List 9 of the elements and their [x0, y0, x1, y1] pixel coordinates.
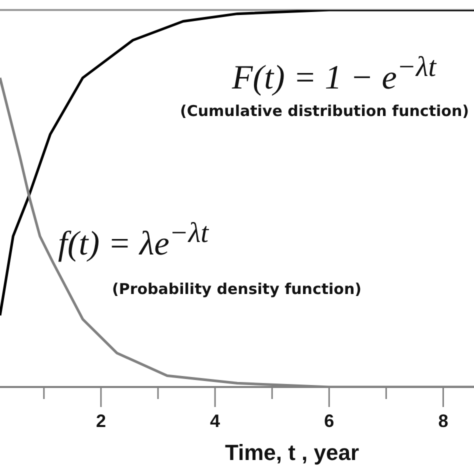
annotation: (Cumulative distribution function)	[180, 102, 470, 120]
annotation: f(t) = λe$^{−λt}$	[58, 218, 210, 264]
x-tick-label: 4	[210, 411, 220, 431]
x-tick-label: 6	[324, 411, 334, 431]
x-tick-label: 8	[438, 411, 448, 431]
annotation: F(t) = 1 − e$^{−λt}$	[232, 52, 438, 98]
x-axis-title: Time, t , year	[224, 440, 360, 466]
x-tick-label: 2	[96, 411, 106, 431]
annotation: (Probability density function)	[112, 280, 362, 298]
